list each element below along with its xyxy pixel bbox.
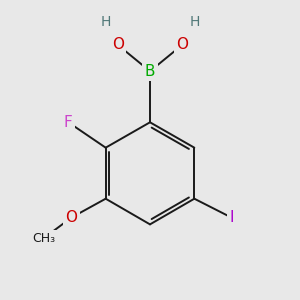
Text: I: I	[230, 210, 234, 225]
Text: O: O	[176, 38, 188, 52]
Text: B: B	[145, 64, 155, 79]
Text: F: F	[64, 115, 73, 130]
Text: CH₃: CH₃	[32, 232, 55, 245]
Text: O: O	[112, 38, 124, 52]
Text: O: O	[65, 210, 77, 225]
Text: H: H	[189, 15, 200, 29]
Text: H: H	[100, 15, 111, 29]
